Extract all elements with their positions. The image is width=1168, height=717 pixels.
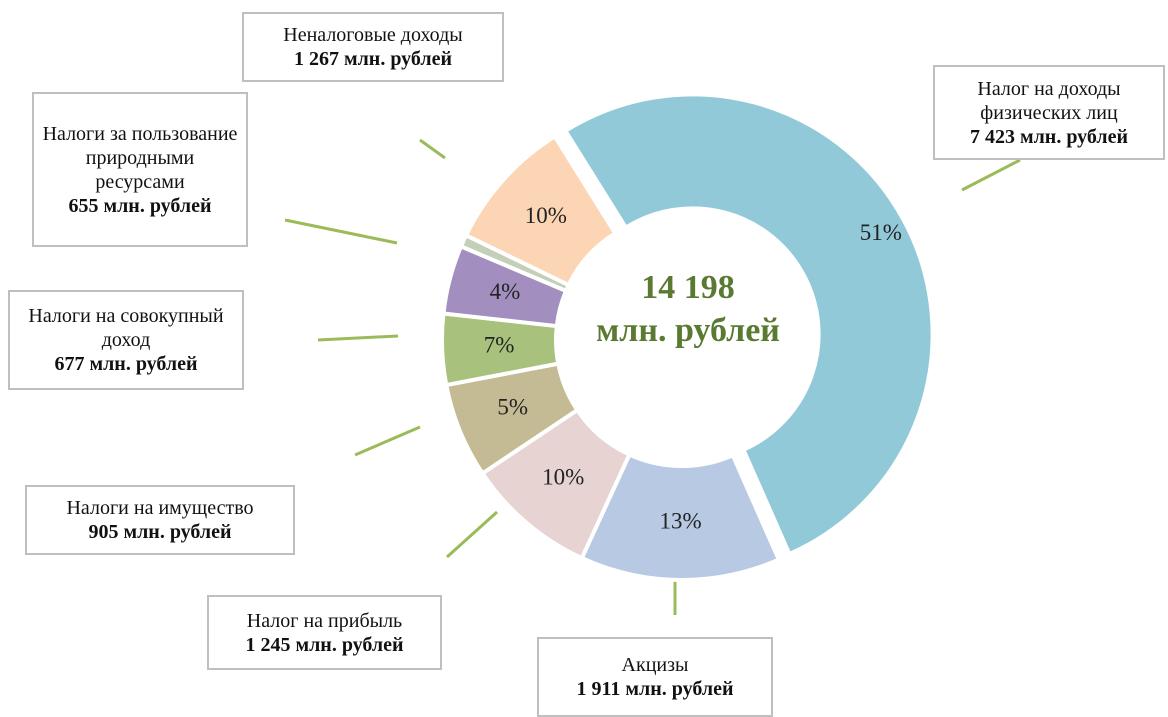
leader-line	[961, 158, 1021, 192]
percent-label: 7%	[484, 332, 515, 357]
callout: Налог на доходы физических лиц 7 423 млн.…	[933, 65, 1165, 160]
leader-line	[284, 218, 398, 245]
callout-value: 1 267 млн. рублей	[293, 48, 453, 70]
callout: Налоги на совокупный доход 677 млн. рубле…	[8, 290, 244, 390]
percent-label: 51%	[860, 220, 902, 245]
percent-label: 10%	[542, 465, 584, 490]
callout: Налоги на имущество 905 млн. рублей	[25, 485, 295, 555]
callout-name: Налоги на совокупный доход	[28, 305, 224, 351]
callout-name: Налоги за пользование природными ресурса…	[42, 122, 238, 193]
slice	[463, 133, 618, 288]
callout-name: Неналоговые доходы	[283, 24, 463, 46]
leader-line	[419, 138, 446, 160]
callout-name: Акцизы	[621, 654, 689, 676]
callout-value: 677 млн. рублей	[54, 353, 198, 375]
callout-value: 7 423 млн. рублей	[969, 125, 1129, 148]
slice	[562, 92, 935, 557]
callout: Неналоговые доходы 1 267 млн. рублей	[242, 12, 504, 82]
leader-line	[354, 425, 421, 457]
leader-line	[317, 334, 399, 342]
center-total: 14 198	[641, 269, 735, 306]
callout: Налог на прибыль 1 245 млн. рублей	[207, 595, 442, 670]
callout-name: Налоги на имущество	[66, 497, 254, 519]
callout: Акцизы 1 911 млн. рублей	[537, 637, 773, 717]
callout-name: Налог на прибыль	[246, 609, 403, 632]
callout-value: 905 млн. рублей	[88, 521, 232, 543]
leader-line	[445, 510, 499, 559]
callout-value: 1 245 млн. рублей	[245, 633, 404, 656]
callout-value: 1 911 млн. рублей	[576, 678, 734, 700]
center-unit: млн. рублей	[596, 312, 780, 349]
callout-name: Налог на доходы физических лиц	[977, 77, 1121, 124]
percent-label: 5%	[497, 395, 528, 420]
percent-label: 13%	[660, 508, 702, 533]
callout-value: 655 млн. рублей	[68, 194, 212, 217]
callout: Налоги за пользование природными ресурса…	[32, 92, 248, 247]
percent-label: 10%	[525, 203, 567, 228]
percent-label: 4%	[490, 279, 521, 304]
